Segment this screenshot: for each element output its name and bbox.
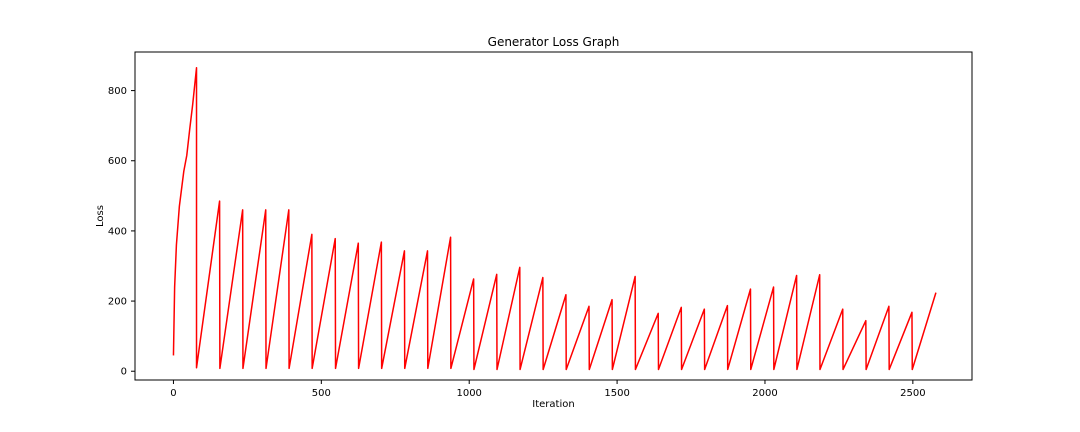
x-tick-label: 2000 (752, 388, 777, 399)
x-axis: 0 500 1000 1500 2000 2500 (170, 380, 926, 399)
x-axis-label: Iteration (532, 399, 574, 410)
y-axis-label: Loss (95, 205, 106, 227)
chart-title: Generator Loss Graph (488, 35, 620, 49)
x-tick-label: 500 (312, 388, 331, 399)
plot-area (172, 67, 937, 371)
y-tick-label: 600 (108, 156, 127, 167)
x-tick-label: 2500 (900, 388, 925, 399)
y-axis: 0 200 400 600 800 (108, 86, 135, 378)
y-tick-label: 0 (121, 367, 127, 378)
loss-series-line (172, 67, 937, 371)
y-tick-label: 800 (108, 86, 127, 97)
x-tick-label: 0 (170, 388, 176, 399)
plot-frame (134, 51, 973, 381)
x-tick-label: 1500 (604, 388, 629, 399)
x-tick-label: 1000 (456, 388, 481, 399)
y-tick-label: 200 (108, 297, 127, 308)
y-tick-label: 400 (108, 226, 127, 237)
